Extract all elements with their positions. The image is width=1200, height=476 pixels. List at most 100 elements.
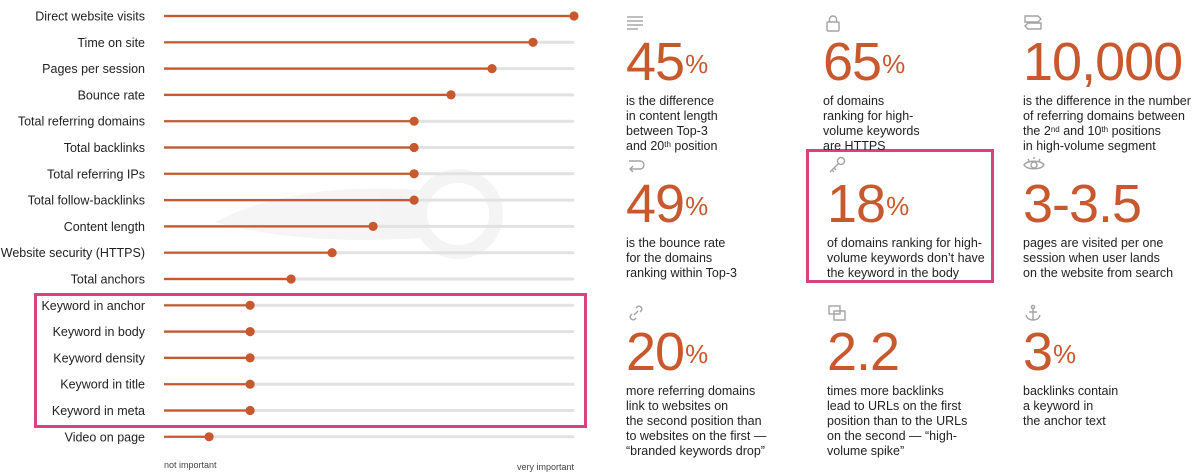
keyword-factors-highlight bbox=[34, 293, 587, 428]
dot-keyword-in-meta bbox=[245, 405, 255, 416]
label-total-anchors: Total anchors bbox=[71, 273, 145, 287]
stat-card: 2.2 times more backlinks lead to URLs on t… bbox=[827, 304, 967, 459]
stat-value: 65% bbox=[823, 32, 905, 92]
dot-total-backlinks bbox=[409, 142, 419, 153]
return-arrow-icon bbox=[626, 156, 648, 176]
dot-video-on-page bbox=[204, 432, 214, 442]
description-line: pages are visited per one bbox=[1023, 236, 1164, 250]
description-line: ranking within Top-3 bbox=[626, 266, 737, 280]
description-line: are HTTPS bbox=[823, 139, 886, 153]
description-line: is the difference bbox=[626, 94, 715, 108]
dot-pages-per-session bbox=[487, 64, 497, 74]
anchor-icon bbox=[1023, 304, 1045, 324]
stat-value: 18% bbox=[827, 174, 909, 234]
stat-suffix: % bbox=[886, 191, 909, 221]
stat-card: 45% is the difference in content length bet… bbox=[626, 14, 718, 154]
stat-value: 10,000 bbox=[1023, 32, 1183, 92]
dot-website-security-https bbox=[327, 248, 337, 258]
description-line: position than to the URLs bbox=[827, 414, 968, 428]
description-line: to websites on the first — bbox=[626, 429, 767, 443]
dot-keyword-in-body bbox=[245, 327, 255, 337]
stat-description: is the difference in content length betwee… bbox=[626, 94, 718, 154]
stat-description: backlinks contain a keyword in the anchor … bbox=[1023, 384, 1118, 429]
dot-direct-website-visits bbox=[569, 11, 579, 21]
lock-icon bbox=[823, 14, 845, 34]
stat-value: 49% bbox=[626, 174, 708, 234]
stat-suffix: % bbox=[685, 191, 708, 221]
description-line: of domains bbox=[823, 94, 885, 108]
stat-card: 3% backlinks contain a keyword in the ancho… bbox=[1023, 304, 1118, 429]
description-line: on the second — “high- bbox=[827, 429, 957, 443]
ranking-factors-chart: Direct website visits Time on site Pages p… bbox=[1, 10, 579, 472]
stat-value: 3-3.5 bbox=[1023, 174, 1142, 234]
stat-suffix: % bbox=[685, 339, 708, 369]
label-keyword-in-meta: Keyword in meta bbox=[52, 404, 145, 418]
dot-total-referring-ips bbox=[409, 169, 419, 179]
description-line: volume keywords don’t have bbox=[827, 251, 985, 265]
stat-card: 10,000 is the difference in the number of … bbox=[1023, 14, 1191, 154]
stat-value: 2.2 bbox=[827, 322, 900, 382]
label-website-security-https: Website security (HTTPS) bbox=[1, 246, 145, 260]
dot-keyword-in-anchor bbox=[245, 300, 255, 310]
stat-suffix: % bbox=[882, 49, 905, 79]
description-line: “branded keywords drop” bbox=[626, 444, 765, 458]
stat-card: 3-3.5 pages are visited per one session wh… bbox=[1023, 156, 1173, 281]
description-line: of domains ranking for high- bbox=[827, 236, 982, 250]
label-pages-per-session: Pages per session bbox=[42, 62, 145, 76]
description-line: is the difference in the number bbox=[1023, 94, 1191, 108]
description-line: and 20th position bbox=[626, 139, 718, 153]
description-line: a keyword in bbox=[1023, 399, 1094, 413]
description-line: in content length bbox=[626, 109, 718, 123]
label-content-length: Content length bbox=[64, 220, 145, 234]
label-total-follow-backlinks: Total follow-backlinks bbox=[28, 194, 145, 208]
stat-description: of domains ranking for high-volume keywo… bbox=[827, 236, 985, 281]
key-icon bbox=[827, 156, 849, 176]
description-line: link to websites on bbox=[626, 399, 729, 413]
dot-keyword-in-title bbox=[245, 379, 255, 389]
dot-total-anchors bbox=[286, 274, 296, 284]
windows-icon bbox=[827, 304, 849, 324]
dot-time-on-site bbox=[528, 37, 538, 47]
label-total-backlinks: Total backlinks bbox=[64, 141, 145, 155]
stat-card: 65% of domains ranking for high-volume key… bbox=[823, 14, 920, 154]
description-line: of referring domains between bbox=[1023, 109, 1185, 123]
dot-total-referring-domains bbox=[409, 116, 419, 126]
watermark-logo bbox=[215, 169, 503, 259]
label-time-on-site: Time on site bbox=[77, 36, 145, 50]
label-video-on-page: Video on page bbox=[65, 430, 145, 444]
description-line: is the bounce rate bbox=[626, 236, 726, 250]
label-bounce-rate: Bounce rate bbox=[78, 88, 145, 102]
stat-suffix: % bbox=[685, 49, 708, 79]
dot-keyword-density bbox=[245, 353, 255, 363]
dot-content-length bbox=[368, 221, 378, 231]
description-line: between Top-3 bbox=[626, 124, 708, 138]
label-keyword-in-anchor: Keyword in anchor bbox=[41, 299, 145, 313]
description-line: the second position than bbox=[626, 414, 762, 428]
stat-description: times more backlinks lead to URLs on the … bbox=[827, 384, 967, 459]
description-line: lead to URLs on the first bbox=[827, 399, 962, 413]
label-keyword-density: Keyword density bbox=[53, 351, 145, 365]
label-total-referring-ips: Total referring IPs bbox=[47, 167, 145, 181]
eye-icon bbox=[1023, 156, 1045, 176]
lines-icon bbox=[626, 14, 648, 34]
description-line: the keyword in the body bbox=[827, 266, 960, 280]
description-line: volume keywords bbox=[823, 124, 920, 138]
label-keyword-in-title: Keyword in title bbox=[60, 378, 145, 392]
description-line: the 2nd and 10th positions bbox=[1023, 124, 1161, 138]
description-line: in high-volume segment bbox=[1023, 139, 1156, 153]
link-icon bbox=[626, 304, 648, 324]
description-line: the anchor text bbox=[1023, 414, 1106, 428]
description-line: ranking for high- bbox=[823, 109, 914, 123]
dot-total-follow-backlinks bbox=[409, 195, 419, 205]
stat-description: pages are visited per one session when us… bbox=[1023, 236, 1173, 281]
stat-card: 18% of domains ranking for high-volume ke… bbox=[827, 156, 985, 281]
axis-low-label: not important bbox=[164, 460, 217, 470]
dot-bounce-rate bbox=[446, 90, 456, 100]
label-direct-website-visits: Direct website visits bbox=[35, 10, 145, 24]
stat-description: more referring domains link to websites o… bbox=[626, 384, 766, 459]
stat-description: of domains ranking for high-volume keywor… bbox=[823, 94, 920, 154]
description-line: for the domains bbox=[626, 251, 713, 265]
axis-high-label: very important bbox=[517, 462, 575, 472]
description-line: session when user lands bbox=[1023, 251, 1160, 265]
stat-description: is the bounce rate for the domains ranking… bbox=[626, 236, 737, 281]
